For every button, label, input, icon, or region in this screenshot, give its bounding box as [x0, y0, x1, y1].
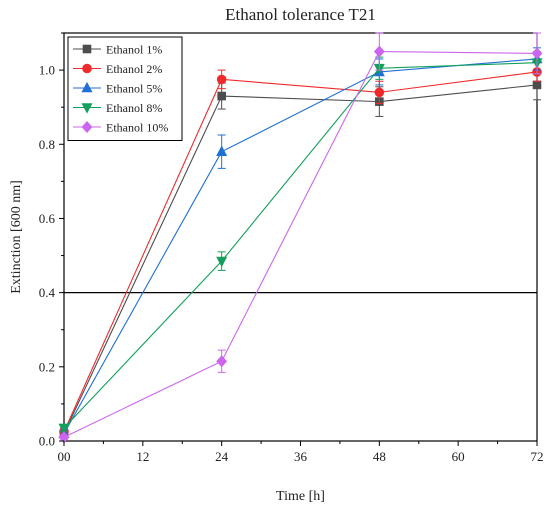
legend-label: Ethanol 2%: [106, 62, 162, 76]
data-point: [374, 87, 385, 98]
legend-label: Ethanol 8%: [106, 101, 162, 115]
y-tick-label: 0.6: [39, 211, 56, 226]
y-axis: 0.0 0.2 0.4 0.6 0.8 1.0: [39, 32, 64, 449]
legend-marker: [81, 121, 93, 133]
legend-label: Ethanol 5%: [106, 82, 162, 96]
data-point: [216, 74, 227, 85]
x-tick-label: 00: [58, 449, 71, 464]
y-tick-label: 0.0: [39, 434, 55, 449]
data-point: [58, 423, 70, 435]
y-tick-label: 1.0: [39, 63, 55, 78]
data-point: [373, 45, 385, 58]
series-line: [63, 50, 538, 438]
data-point: [216, 256, 228, 268]
x-tick-label: 60: [452, 449, 465, 464]
legend-label: Ethanol 1%: [106, 43, 162, 57]
y-axis-label: Extinction [600 nm]: [9, 180, 24, 294]
y-tick-label: 0.8: [39, 137, 55, 152]
series-line: [63, 84, 538, 434]
data-point: [217, 91, 226, 101]
x-tick-label: 48: [373, 449, 386, 464]
series-line: [63, 62, 538, 429]
x-tick-label: 24: [215, 449, 229, 464]
legend-marker: [81, 81, 93, 93]
x-tick-label: 36: [294, 449, 308, 464]
legend-marker: [81, 103, 93, 114]
legend-marker: [82, 63, 92, 74]
series-line: [63, 71, 538, 432]
data-point: [532, 80, 542, 90]
data-point: [531, 47, 543, 60]
chart-title: Ethanol tolerance T21: [225, 5, 376, 24]
legend-marker: [82, 44, 92, 54]
x-tick-label: 72: [531, 449, 544, 464]
x-axis-label: Time [h]: [276, 489, 325, 504]
legend: Ethanol 1% Ethanol 2% Ethanol 5% Ethanol 8%…: [67, 36, 183, 141]
data-point: [216, 355, 228, 368]
y-tick-label: 0.2: [39, 359, 55, 374]
y-tick-label: 0.4: [39, 285, 56, 300]
x-axis: 00 12 24 36 48 60 72: [58, 441, 544, 464]
series-5: [58, 32, 543, 444]
x-tick-label: 12: [136, 449, 149, 464]
legend-label: Ethanol 10%: [106, 121, 168, 135]
series-layer: [58, 32, 543, 444]
data-point: [216, 145, 228, 156]
